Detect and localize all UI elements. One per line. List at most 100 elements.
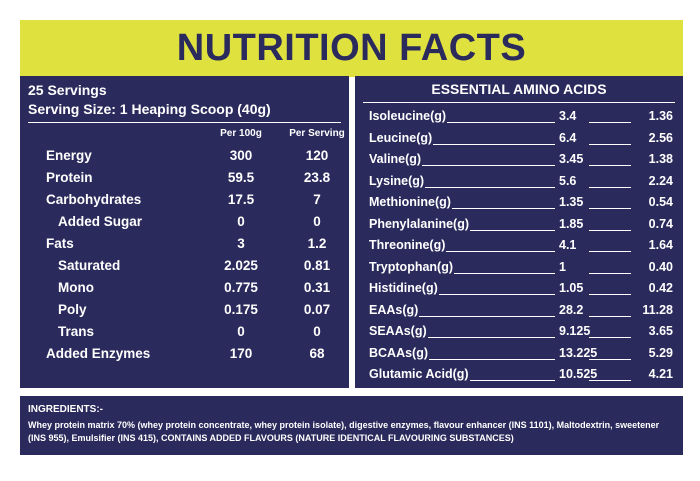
amino-acid-panel: ESSENTIAL AMINO ACIDS Isoleucine(g) 3.4 1.… [355, 76, 683, 388]
column-header-per-100g: Per 100g [220, 128, 262, 139]
leader-line [470, 229, 555, 231]
leader-line [454, 272, 555, 274]
leader-line [422, 165, 555, 166]
ingredients-text: Whey protein matrix 70% (whey protein co… [28, 420, 660, 443]
nutrient-per-100g: 0.775 [224, 280, 258, 295]
nutrient-per-serving: 0.81 [303, 258, 331, 273]
amino-acid-per-serving: 11.28 [642, 302, 673, 317]
amino-acid-per-serving: 3.65 [648, 324, 673, 338]
ingredients-title: INGREDIENTS:- [28, 404, 103, 415]
leader-line [589, 337, 631, 338]
nutrient-per-serving: 120 [305, 148, 329, 163]
amino-acid-per-100g: 5.6 [559, 173, 577, 188]
nutrient-row: Saturated 2.025 0.81 [20, 255, 349, 277]
nutrient-row: Mono 0.775 0.31 [20, 277, 349, 299]
nutrient-label: Fats [46, 236, 74, 251]
nutrient-per-100g: 59.5 [227, 170, 255, 185]
amino-acid-name: SEAAs(g) [369, 324, 427, 338]
nutrient-row: Poly 0.175 0.07 [20, 299, 349, 321]
leader-line [425, 186, 555, 188]
leader-line [470, 380, 555, 381]
nutrient-per-serving: 7 [313, 192, 321, 207]
leader-line [419, 315, 555, 317]
amino-acid-name: Leucine(g) [369, 130, 433, 145]
amino-acid-name: Threonine(g) [369, 238, 446, 252]
nutrient-per-100g: 2.025 [224, 258, 258, 273]
amino-acid-name: Phenylalanine(g) [369, 216, 470, 231]
amino-acid-name: Histidine(g) [369, 281, 438, 295]
amino-acid-name: Lysine(g) [369, 173, 425, 188]
amino-acid-per-serving: 0.40 [648, 259, 673, 274]
nutrient-per-100g: 300 [229, 148, 253, 163]
amino-acid-row: Leucine(g) 6.4 2.56 [355, 127, 683, 149]
leader-line [589, 229, 631, 231]
amino-acid-per-100g: 1.05 [559, 281, 584, 295]
column-header-per-serving: Per Serving [289, 128, 345, 139]
nutrient-per-100g: 0.175 [224, 302, 258, 317]
leader-line [589, 165, 631, 166]
nutrient-label: Carbohydrates [46, 192, 142, 207]
amino-acid-per-serving: 0.74 [648, 216, 673, 231]
leader-line [439, 294, 555, 295]
leader-line [433, 143, 555, 145]
nutrition-panel: 25 Servings Serving Size: 1 Heaping Scoo… [20, 76, 349, 388]
leader-line [447, 122, 555, 123]
page-title: NUTRITION FACTS [176, 27, 527, 69]
nutrient-label: Poly [58, 302, 87, 317]
amino-acid-name: BCAAs(g) [369, 345, 429, 360]
divider [363, 102, 675, 103]
amino-acid-row: Valine(g) 3.45 1.38 [355, 148, 683, 170]
divider [28, 122, 341, 123]
leader-line [452, 208, 555, 209]
nutrient-row: Fats 3 1.2 [20, 233, 349, 255]
nutrient-label: Added Enzymes [46, 346, 151, 361]
leader-line [589, 122, 631, 123]
amino-acid-per-serving: 5.29 [648, 345, 673, 360]
amino-acid-name: Tryptophan(g) [369, 259, 454, 274]
nutrient-row: Added Enzymes 170 68 [20, 343, 349, 365]
amino-acid-name: Valine(g) [369, 152, 422, 166]
leader-line [428, 337, 555, 338]
ingredients-panel: INGREDIENTS:- Whey protein matrix 70% (w… [20, 396, 683, 455]
nutrient-row: Energy 300 120 [20, 145, 349, 167]
amino-acid-per-100g: 3.45 [559, 152, 584, 166]
amino-acid-row: Lysine(g) 5.6 2.24 [355, 170, 683, 192]
amino-acid-per-serving: 1.36 [648, 109, 673, 123]
leader-line [589, 358, 631, 360]
amino-acid-row: SEAAs(g) 9.125 3.65 [355, 320, 683, 342]
amino-acid-name: Glutamic Acid(g) [369, 367, 469, 381]
amino-acid-per-100g: 6.4 [559, 130, 577, 145]
nutrient-label: Mono [58, 280, 94, 295]
leader-line [429, 358, 555, 360]
servings-count: 25 Servings [28, 82, 107, 98]
nutrient-per-100g: 0 [237, 214, 245, 229]
nutrient-per-100g: 3 [237, 236, 245, 251]
amino-acid-title: ESSENTIAL AMINO ACIDS [431, 81, 607, 97]
amino-acid-row: Threonine(g) 4.1 1.64 [355, 234, 683, 256]
leader-line [589, 294, 631, 295]
nutrient-per-serving: 0 [313, 214, 321, 229]
amino-acid-per-100g: 1.85 [559, 216, 584, 231]
nutrient-per-serving: 0.31 [303, 280, 331, 295]
nutrient-row: Added Sugar 0 0 [20, 211, 349, 233]
nutrient-per-serving: 0 [313, 324, 321, 339]
amino-acid-per-100g: 1 [559, 259, 566, 274]
leader-line [589, 251, 631, 252]
amino-acid-per-100g: 3.4 [559, 109, 577, 123]
leader-line [589, 272, 631, 274]
nutrient-per-serving: 23.8 [303, 170, 331, 185]
nutrient-per-serving: 68 [309, 346, 325, 361]
amino-acid-per-serving: 0.54 [648, 195, 673, 209]
amino-acid-per-100g: 4.1 [559, 238, 577, 252]
amino-acid-name: Isoleucine(g) [369, 109, 447, 123]
amino-acid-name: Methionine(g) [369, 195, 451, 209]
nutrient-row: Trans 0 0 [20, 321, 349, 343]
amino-acid-per-serving: 0.42 [648, 281, 673, 295]
amino-acid-row: Isoleucine(g) 3.4 1.36 [355, 105, 683, 127]
nutrient-label: Added Sugar [58, 214, 143, 229]
amino-acid-per-serving: 1.38 [648, 152, 673, 166]
amino-acid-row: Tryptophan(g) 1 0.40 [355, 256, 683, 278]
nutrient-row: Carbohydrates 17.5 7 [20, 189, 349, 211]
nutrient-per-100g: 0 [237, 324, 245, 339]
nutrient-label: Energy [46, 148, 92, 163]
